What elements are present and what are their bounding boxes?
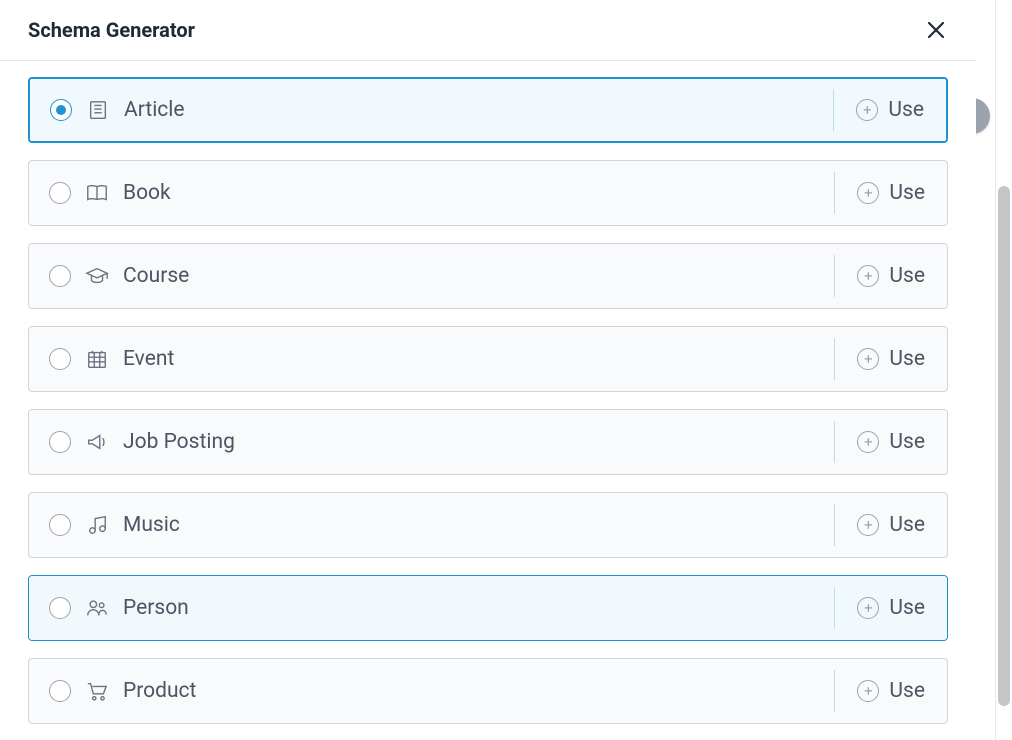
option-select-person[interactable]: Person bbox=[29, 576, 834, 640]
use-label: Use bbox=[889, 513, 925, 537]
scrollbar-thumb[interactable] bbox=[998, 186, 1010, 706]
option-label: Product bbox=[123, 679, 196, 703]
music-icon bbox=[85, 513, 109, 537]
option-select-book[interactable]: Book bbox=[29, 161, 834, 225]
use-button-course[interactable]: Use bbox=[834, 255, 947, 297]
plus-icon bbox=[857, 514, 879, 536]
option-product: Product Use bbox=[28, 658, 948, 724]
option-music: Music Use bbox=[28, 492, 948, 558]
use-button-event[interactable]: Use bbox=[834, 338, 947, 380]
option-book: Book Use bbox=[28, 160, 948, 226]
use-label: Use bbox=[888, 98, 924, 122]
scrollbar-track[interactable] bbox=[996, 0, 1012, 740]
option-course: Course Use bbox=[28, 243, 948, 309]
option-select-article[interactable]: Article bbox=[30, 79, 833, 141]
use-button-product[interactable]: Use bbox=[834, 670, 947, 712]
option-select-product[interactable]: Product bbox=[29, 659, 834, 723]
option-label: Music bbox=[123, 513, 180, 537]
option-label: Event bbox=[123, 347, 174, 371]
option-label: Book bbox=[123, 181, 171, 205]
use-label: Use bbox=[889, 264, 925, 288]
option-jobposting: Job Posting Use bbox=[28, 409, 948, 475]
option-article: Article Use bbox=[28, 77, 948, 143]
option-select-jobposting[interactable]: Job Posting bbox=[29, 410, 834, 474]
options-list: Article Use Book Use bbox=[0, 61, 976, 740]
option-label: Job Posting bbox=[123, 430, 235, 454]
calendar-icon bbox=[85, 347, 109, 371]
cart-icon bbox=[85, 679, 109, 703]
radio-book[interactable] bbox=[49, 182, 71, 204]
people-icon bbox=[85, 596, 109, 620]
radio-person[interactable] bbox=[49, 597, 71, 619]
option-select-event[interactable]: Event bbox=[29, 327, 834, 391]
use-label: Use bbox=[889, 430, 925, 454]
radio-music[interactable] bbox=[49, 514, 71, 536]
use-button-book[interactable]: Use bbox=[834, 172, 947, 214]
radio-article[interactable] bbox=[50, 99, 72, 121]
plus-icon bbox=[857, 182, 879, 204]
plus-icon bbox=[857, 265, 879, 287]
option-person: Person Use bbox=[28, 575, 948, 641]
option-label: Person bbox=[123, 596, 189, 620]
use-label: Use bbox=[889, 679, 925, 703]
megaphone-icon bbox=[85, 430, 109, 454]
option-event: Event Use bbox=[28, 326, 948, 392]
plus-icon bbox=[856, 99, 878, 121]
book-icon bbox=[85, 181, 109, 205]
use-button-article[interactable]: Use bbox=[833, 89, 946, 131]
use-label: Use bbox=[889, 596, 925, 620]
option-select-music[interactable]: Music bbox=[29, 493, 834, 557]
plus-icon bbox=[857, 680, 879, 702]
close-button[interactable] bbox=[924, 18, 948, 42]
use-label: Use bbox=[889, 181, 925, 205]
modal-title: Schema Generator bbox=[28, 18, 195, 42]
use-label: Use bbox=[889, 347, 925, 371]
plus-icon bbox=[857, 431, 879, 453]
use-button-jobposting[interactable]: Use bbox=[834, 421, 947, 463]
article-icon bbox=[86, 98, 110, 122]
option-select-course[interactable]: Course bbox=[29, 244, 834, 308]
use-button-person[interactable]: Use bbox=[834, 587, 947, 629]
radio-course[interactable] bbox=[49, 265, 71, 287]
graduation-cap-icon bbox=[85, 264, 109, 288]
option-label: Course bbox=[123, 264, 189, 288]
schema-generator-modal: Schema Generator Article Use bbox=[0, 0, 976, 740]
radio-event[interactable] bbox=[49, 348, 71, 370]
plus-icon bbox=[857, 348, 879, 370]
use-button-music[interactable]: Use bbox=[834, 504, 947, 546]
close-icon bbox=[927, 21, 945, 39]
plus-icon bbox=[857, 597, 879, 619]
radio-product[interactable] bbox=[49, 680, 71, 702]
radio-jobposting[interactable] bbox=[49, 431, 71, 453]
modal-header: Schema Generator bbox=[0, 0, 976, 61]
option-label: Article bbox=[124, 98, 185, 122]
